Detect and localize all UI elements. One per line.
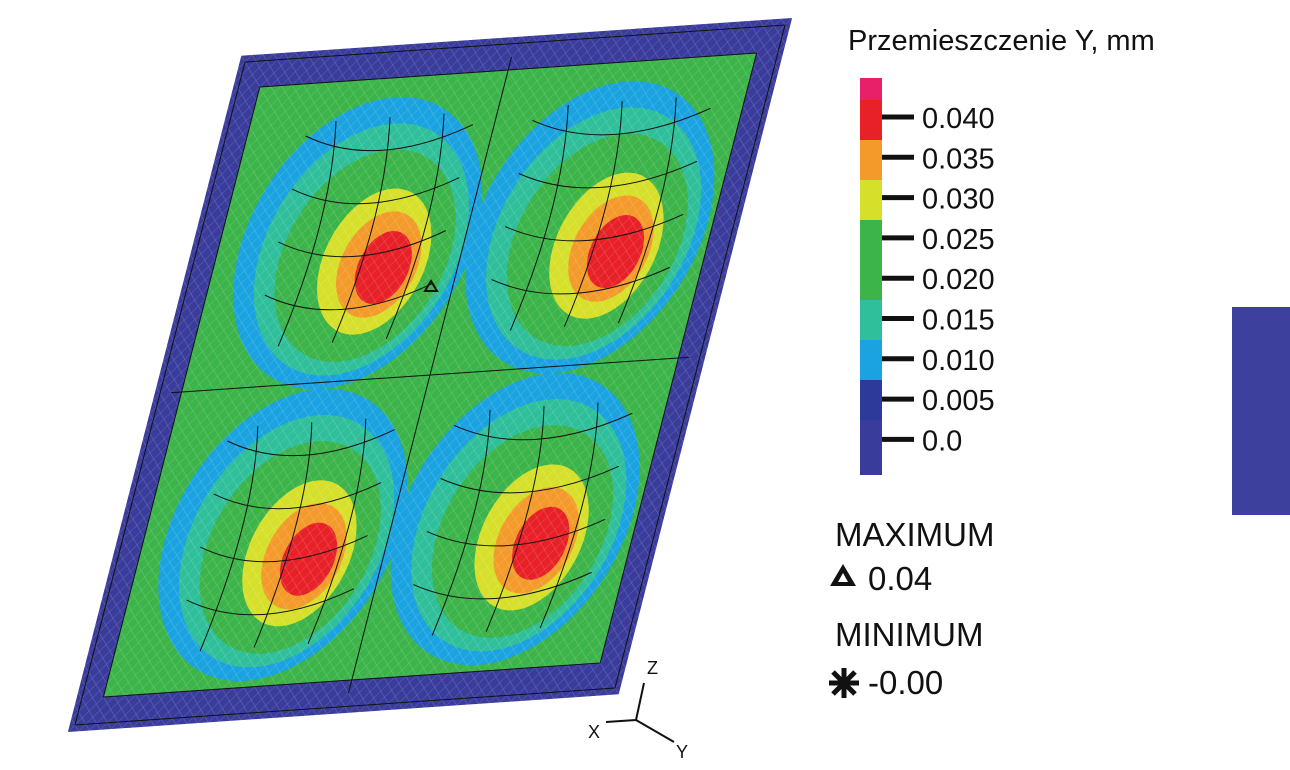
side-part-mesh [1232, 307, 1290, 515]
legend-tick-label: 0.005 [922, 385, 995, 417]
legend-tick-label: 0.025 [922, 224, 995, 256]
plate-model [68, 18, 792, 732]
legend-tick-label: 0.015 [922, 305, 995, 337]
triad-z: Z [647, 658, 658, 678]
min-icon [829, 668, 859, 698]
triad-x: X [588, 722, 600, 742]
max-icon [830, 564, 856, 586]
legend-tick-label: 0.030 [922, 184, 995, 216]
page: Przemieszczenie Y, mm MAXIMUM 0.04 MINIM… [0, 0, 1290, 770]
max-value: 0.04 [868, 560, 932, 597]
min-label: MINIMUM [835, 616, 983, 653]
color-bar [860, 78, 882, 475]
max-label: MAXIMUM [835, 516, 995, 553]
min-value: -0.00 [868, 664, 943, 701]
triad-y: Y [676, 742, 688, 762]
legend-tick-label: 0.035 [922, 143, 995, 175]
legend-tick-label: 0.020 [922, 264, 995, 296]
legend-title: Przemieszczenie Y, mm [848, 25, 1155, 57]
legend-tick-label: 0.0 [922, 425, 962, 457]
legend-tick-label: 0.010 [922, 345, 995, 377]
legend-tick-label: 0.040 [922, 103, 995, 135]
